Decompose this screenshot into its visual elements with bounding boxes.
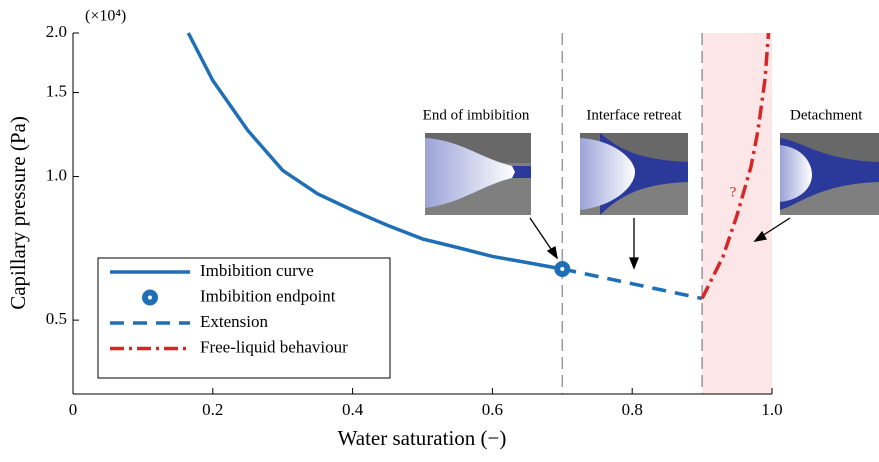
series-line bbox=[186, 32, 563, 271]
x-tick-label: 0.2 bbox=[202, 400, 223, 419]
inset-detachment bbox=[780, 133, 879, 215]
x-tick-label: 0 bbox=[69, 400, 78, 419]
legend: Imbibition curve Extension Free-liquid beh… bbox=[97, 257, 391, 379]
endpoint-marker-center bbox=[560, 266, 565, 271]
x-tick-label: 0.8 bbox=[622, 400, 643, 419]
y-axis-label: Capillary pressure (Pa) bbox=[6, 116, 30, 310]
legend-label: Imbibition endpoint bbox=[200, 286, 336, 305]
annotation: End of imbibition bbox=[423, 107, 530, 123]
y-tick-label: 2.0 bbox=[46, 22, 67, 41]
y-multiplier: (×10⁴) bbox=[85, 8, 126, 25]
x-tick-label: 0.4 bbox=[342, 400, 364, 419]
x-tick-label: 1.0 bbox=[761, 400, 782, 419]
series-line bbox=[700, 32, 771, 300]
annotation: Interface retreat bbox=[586, 107, 682, 123]
legend-box bbox=[97, 257, 391, 379]
series-line bbox=[561, 267, 703, 301]
inset-end-of-imbibition bbox=[425, 133, 531, 215]
annotation: Detachment bbox=[790, 107, 863, 123]
x-axis-label: Water saturation (−) bbox=[338, 426, 507, 450]
legend-label: Extension bbox=[200, 312, 268, 331]
inset-images bbox=[425, 133, 879, 215]
y-tick-label: 1.5 bbox=[46, 81, 67, 100]
legend-label: Imbibition curve bbox=[200, 261, 314, 280]
x-tick-label: 0.6 bbox=[482, 400, 503, 419]
legend-marker-center bbox=[148, 295, 152, 300]
inset-interface-retreat bbox=[580, 133, 688, 215]
legend-label: Free-liquid behaviour bbox=[200, 337, 348, 356]
arrows bbox=[529, 217, 791, 270]
y-tick-label: 1.0 bbox=[46, 165, 67, 184]
annotation: ? bbox=[730, 184, 737, 200]
y-tick-label: 0.5 bbox=[46, 309, 67, 328]
